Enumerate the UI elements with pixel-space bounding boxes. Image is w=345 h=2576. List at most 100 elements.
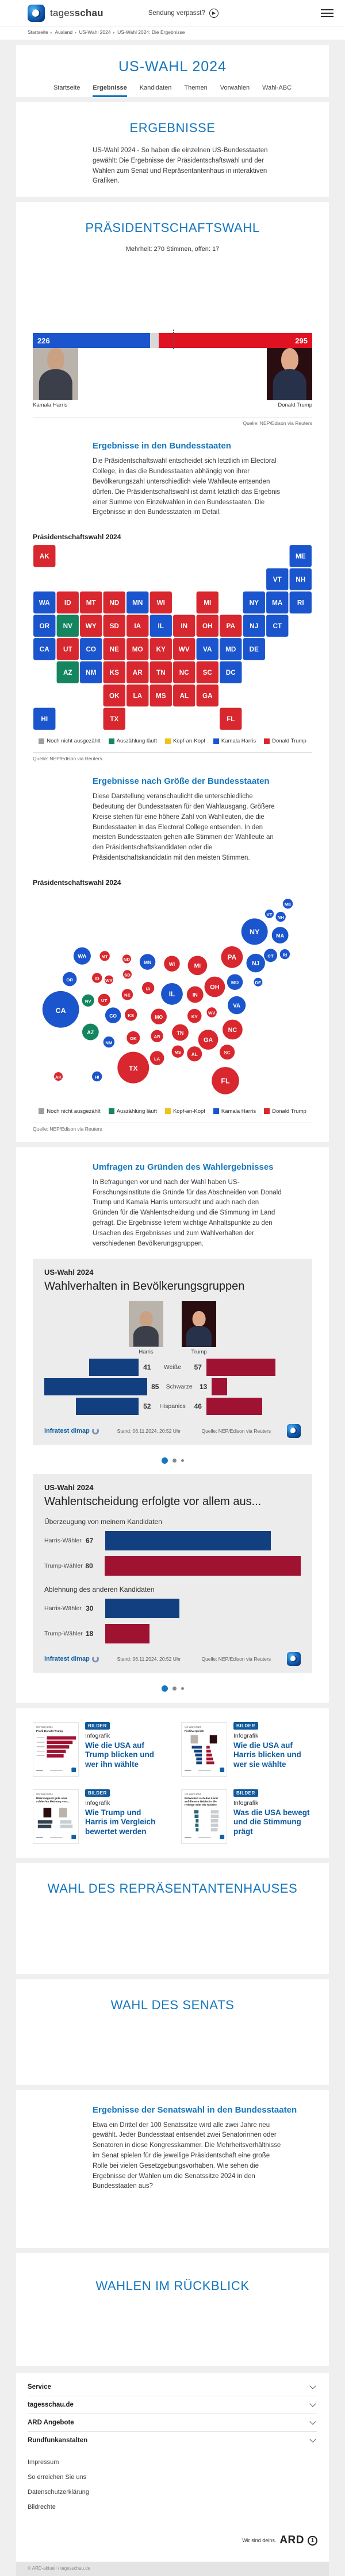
carousel-dot-2[interactable]: [172, 1686, 177, 1691]
state-tile-KS[interactable]: KS: [103, 661, 125, 684]
state-bubble-LA[interactable]: LA: [150, 1051, 164, 1065]
carousel-dot-1[interactable]: [161, 1685, 168, 1692]
teaser-thumbnail[interactable]: US-Wahl 2024 Überwiegend gute oder schlech…: [33, 1789, 79, 1844]
state-tile-WY[interactable]: WY: [80, 614, 102, 637]
state-tile-MT[interactable]: MT: [80, 591, 102, 614]
state-tile-HI[interactable]: HI: [33, 707, 56, 730]
state-bubble-MS[interactable]: MS: [171, 1045, 184, 1058]
breadcrumb-item[interactable]: US-Wahl 2024: [79, 29, 111, 35]
state-tile-IA[interactable]: IA: [126, 614, 149, 637]
state-tile-MS[interactable]: MS: [150, 684, 172, 707]
state-bubble-NH[interactable]: NH: [275, 911, 286, 922]
state-bubble-ID[interactable]: ID: [92, 973, 102, 983]
footer-link-datenschutzerklärung[interactable]: Datenschutzerklärung: [28, 2489, 90, 2496]
state-tile-DC[interactable]: DC: [220, 661, 242, 684]
state-bubble-MD[interactable]: MD: [227, 974, 243, 990]
tab-vorwahlen[interactable]: Vorwahlen: [220, 84, 250, 91]
teaser-3[interactable]: US-Wahl 2024 Überwiegend gute oder schlech…: [33, 1789, 164, 1844]
state-tile-OR[interactable]: OR: [33, 614, 56, 637]
state-bubble-WA[interactable]: WA: [73, 947, 91, 965]
state-bubble-CT[interactable]: CT: [264, 949, 278, 962]
state-bubble-OH[interactable]: OH: [204, 976, 225, 997]
breadcrumb-item[interactable]: US-Wahl 2024: Die Ergebnisse: [117, 29, 185, 35]
state-tile-MA[interactable]: MA: [266, 591, 289, 614]
tab-startseite[interactable]: Startseite: [53, 84, 80, 91]
state-tile-UT[interactable]: UT: [56, 638, 79, 660]
state-tile-VA[interactable]: VA: [196, 638, 218, 660]
teaser-title[interactable]: Wie die USA auf Harris blicken und wer s…: [233, 1740, 301, 1769]
state-tile-ID[interactable]: ID: [56, 591, 79, 614]
state-bubble-MA[interactable]: MA: [271, 926, 289, 943]
state-tile-CA[interactable]: CA: [33, 638, 56, 660]
state-tile-IN[interactable]: IN: [173, 614, 195, 637]
state-tile-OK[interactable]: OK: [103, 684, 125, 707]
state-tile-AR[interactable]: AR: [126, 661, 149, 684]
footer-accordion-tagesschau-de[interactable]: tagesschau.de: [28, 2396, 317, 2413]
state-bubble-WI[interactable]: WI: [164, 956, 180, 972]
state-tile-PA[interactable]: PA: [220, 614, 242, 637]
state-tile-TN[interactable]: TN: [150, 661, 172, 684]
teaser-thumbnail[interactable]: US-Wahl 2024 Profil Donald Trump: [33, 1722, 79, 1777]
state-tile-DE[interactable]: DE: [243, 638, 265, 660]
state-tile-OH[interactable]: OH: [196, 614, 218, 637]
state-tile-TX[interactable]: TX: [103, 707, 125, 730]
state-bubble-FL[interactable]: FL: [212, 1066, 239, 1094]
carousel-dot-2[interactable]: [172, 1458, 177, 1463]
state-bubble-MO[interactable]: MO: [151, 1008, 167, 1024]
state-tile-AZ[interactable]: AZ: [56, 661, 79, 684]
carousel-dot-3[interactable]: [181, 1459, 184, 1462]
carousel-dot-3[interactable]: [181, 1687, 184, 1690]
state-bubble-KS[interactable]: KS: [124, 1008, 137, 1021]
us-states-map[interactable]: AK ME VT NH WA ID MT ND MN WI MI NY MA RI OR NV WY SD IA IL…: [33, 544, 312, 732]
breadcrumb-item[interactable]: Ausland: [55, 29, 73, 35]
state-bubble-AK[interactable]: AK: [53, 1072, 63, 1081]
state-tile-IL[interactable]: IL: [150, 614, 172, 637]
footer-accordion-ard-angebote[interactable]: ARD Angebote: [28, 2413, 317, 2431]
state-bubble-SC[interactable]: SC: [220, 1045, 235, 1060]
footer-accordion-rundfunkanstalten[interactable]: Rundfunkanstalten: [28, 2431, 317, 2449]
state-bubble-SD[interactable]: SD: [122, 970, 132, 979]
state-tile-NY[interactable]: NY: [243, 591, 265, 614]
us-bubble-cartogram[interactable]: AK ME VT NH WA ID MT ND MN WI MI NY MA RI OR NV WY SD IA IL…: [33, 890, 312, 1103]
play-icon[interactable]: [209, 9, 218, 18]
state-tile-MI[interactable]: MI: [196, 591, 218, 614]
state-tile-VT[interactable]: VT: [266, 568, 289, 591]
state-tile-NE[interactable]: NE: [103, 638, 125, 660]
state-tile-NH[interactable]: NH: [289, 568, 312, 591]
teaser-4[interactable]: US-Wahl 2024 Entwickelt sich das Land auf …: [181, 1789, 312, 1844]
state-tile-SD[interactable]: SD: [103, 614, 125, 637]
state-bubble-AL[interactable]: AL: [187, 1046, 202, 1062]
state-bubble-KY[interactable]: KY: [187, 1008, 202, 1023]
electoral-votes-bar[interactable]: 226 295: [33, 330, 312, 350]
state-bubble-TX[interactable]: TX: [117, 1051, 150, 1084]
state-bubble-GA[interactable]: GA: [198, 1029, 218, 1050]
state-tile-ME[interactable]: ME: [289, 545, 312, 567]
tagesschau-logo-icon[interactable]: [28, 5, 45, 22]
state-bubble-CO[interactable]: CO: [105, 1007, 121, 1023]
state-tile-GA[interactable]: GA: [196, 684, 218, 707]
teaser-1[interactable]: US-Wahl 2024 Profil Donald Trump BILDER Inf…: [33, 1722, 164, 1777]
us-bubble-cartogram-svg[interactable]: AK ME VT NH WA ID MT ND MN WI MI NY MA RI OR NV WY SD IA IL…: [33, 890, 312, 1101]
teaser-2[interactable]: US-Wahl 2024 Profilvergleich BILDER Infogra…: [181, 1722, 312, 1777]
teaser-title[interactable]: Wie die USA auf Trump blicken und wer ih…: [85, 1740, 155, 1769]
footer-link-impressum[interactable]: Impressum: [28, 2459, 59, 2466]
state-bubble-NV[interactable]: NV: [82, 994, 94, 1007]
teaser-title[interactable]: Was die USA bewegt und die Stimmung präg…: [233, 1808, 310, 1836]
state-tile-ND[interactable]: ND: [103, 591, 125, 614]
state-tile-MO[interactable]: MO: [126, 638, 149, 660]
state-tile-SC[interactable]: SC: [196, 661, 218, 684]
state-bubble-IL[interactable]: IL: [161, 983, 183, 1005]
state-tile-AK[interactable]: AK: [33, 545, 56, 567]
brand-wordmark[interactable]: tagesschau: [50, 7, 103, 19]
state-bubble-IA[interactable]: IA: [141, 981, 155, 995]
state-tile-FL[interactable]: FL: [220, 707, 242, 730]
state-tile-RI[interactable]: RI: [289, 591, 312, 614]
state-tile-NV[interactable]: NV: [56, 614, 79, 637]
tab-themen[interactable]: Themen: [184, 84, 208, 91]
state-bubble-OR[interactable]: OR: [62, 972, 77, 987]
breadcrumb-item[interactable]: Startseite: [28, 29, 48, 35]
state-bubble-PA[interactable]: PA: [221, 946, 243, 968]
state-bubble-VA[interactable]: VA: [227, 996, 246, 1015]
state-tile-NM[interactable]: NM: [80, 661, 102, 684]
state-bubble-TN[interactable]: TN: [172, 1024, 189, 1041]
